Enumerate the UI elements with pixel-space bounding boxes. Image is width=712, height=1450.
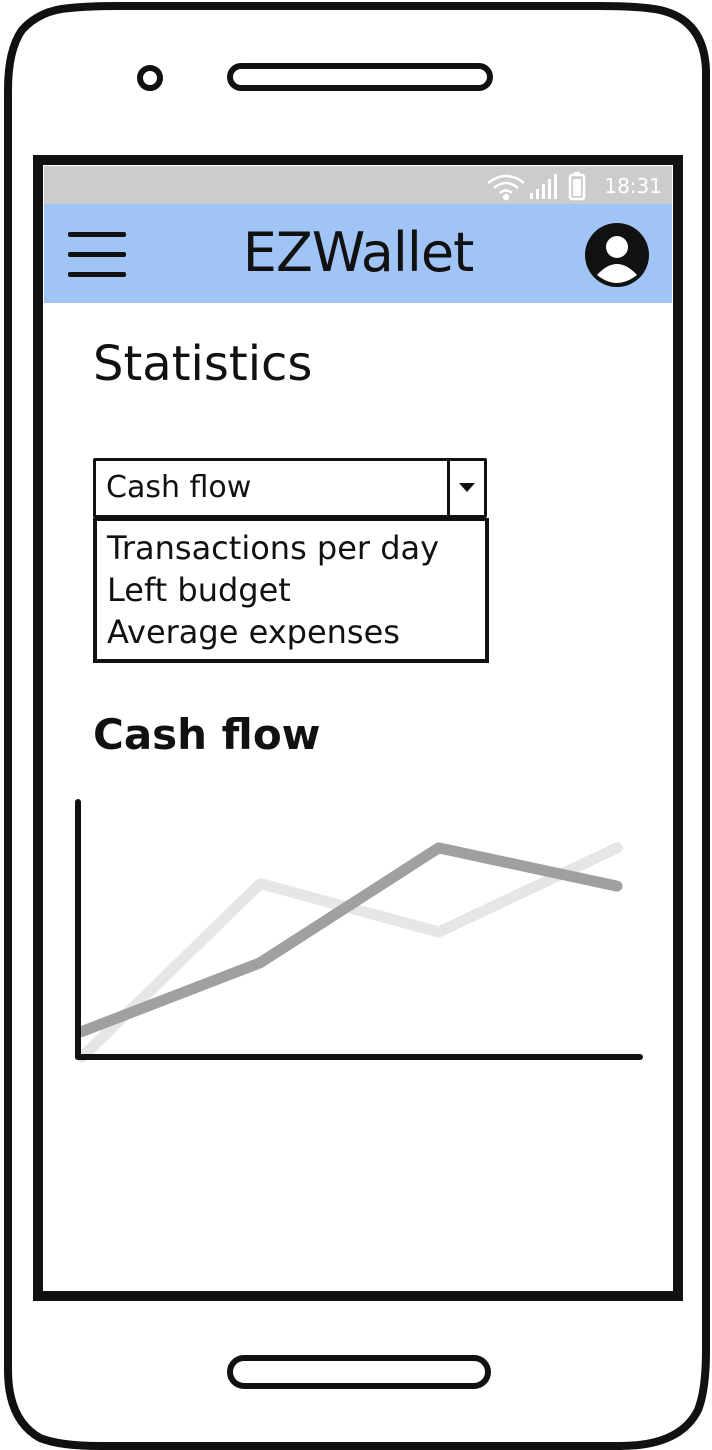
page-title: Statistics (93, 336, 313, 392)
hamburger-menu-icon[interactable] (68, 230, 126, 280)
cash-flow-chart (75, 799, 643, 1063)
battery-icon (568, 172, 586, 201)
chart-series-line-1 (76, 842, 623, 1037)
status-bar: 18:31 (44, 166, 672, 204)
dropdown-toggle-button[interactable] (447, 461, 484, 515)
dropdown-selected-value: Cash flow (106, 470, 252, 505)
user-avatar-icon[interactable] (585, 223, 649, 287)
dropdown-option-average-expenses[interactable]: Average expenses (107, 613, 400, 651)
status-time: 18:31 (604, 174, 662, 198)
status-icons (487, 172, 586, 201)
dropdown-box[interactable]: Cash flow (93, 458, 487, 518)
camera-icon (137, 65, 163, 91)
signal-icon (530, 174, 557, 199)
chevron-down-icon (459, 483, 475, 492)
dropdown-options-list: Transactions per day Left budget Average… (93, 518, 489, 663)
app-title: EZWallet (242, 221, 475, 284)
home-button[interactable] (227, 1355, 491, 1389)
dropdown-option-left-budget[interactable]: Left budget (107, 571, 291, 609)
chart-section-title: Cash flow (93, 710, 321, 759)
app-bar: EZWallet (44, 204, 672, 303)
chart-series-line-2 (76, 842, 623, 1063)
speaker-slot (227, 63, 493, 91)
wifi-icon (487, 174, 525, 201)
dropdown-option-transactions-per-day[interactable]: Transactions per day (107, 529, 440, 567)
statistics-type-dropdown[interactable]: Cash flow (93, 458, 487, 518)
